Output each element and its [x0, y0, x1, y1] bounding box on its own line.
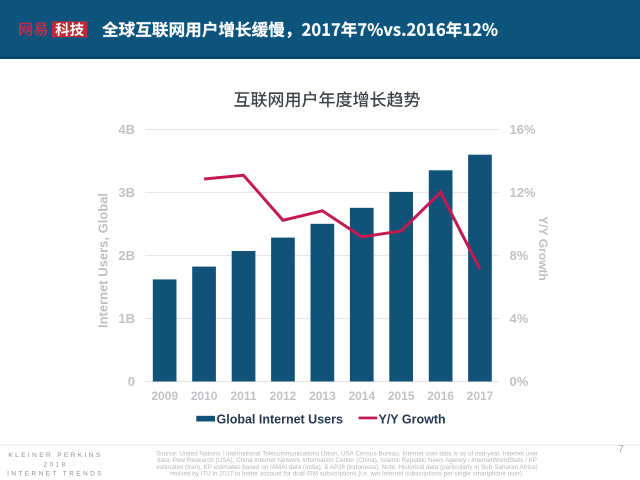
svg-text:KLEINER PERKINS: KLEINER PERKINS	[8, 452, 102, 459]
svg-text:data: Pew Research (USA), Chin: data: Pew Research (USA), China Internet…	[157, 457, 537, 464]
svg-text:4%: 4%	[510, 311, 529, 326]
svg-text:7: 7	[618, 444, 624, 455]
svg-text:Y/Y Growth: Y/Y Growth	[536, 216, 550, 280]
svg-text:2014: 2014	[348, 389, 375, 403]
svg-text:revised by ITU in 2017 to bett: revised by ITU in 2017 to better account…	[170, 470, 524, 477]
svg-text:2009: 2009	[151, 389, 178, 403]
svg-text:1B: 1B	[118, 311, 135, 326]
svg-text:0%: 0%	[510, 374, 529, 389]
svg-text:Internet Users, Global: Internet Users, Global	[96, 193, 111, 328]
svg-text:INTERNET TRENDS: INTERNET TRENDS	[7, 471, 104, 478]
svg-text:2018: 2018	[43, 462, 67, 469]
svg-text:4B: 4B	[118, 122, 135, 137]
svg-text:2015: 2015	[388, 389, 415, 403]
svg-text:2010: 2010	[191, 389, 218, 403]
svg-text:Global Internet Users: Global Internet Users	[217, 412, 343, 426]
svg-text:2013: 2013	[309, 389, 336, 403]
svg-text:2017: 2017	[467, 389, 494, 403]
svg-text:Source: United Nations / Inter: Source: United Nations / International T…	[156, 451, 538, 458]
svg-text:2016: 2016	[427, 389, 454, 403]
svg-text:2012: 2012	[270, 389, 297, 403]
svg-text:2B: 2B	[118, 248, 135, 263]
svg-text:2011: 2011	[230, 389, 256, 403]
svg-text:3B: 3B	[118, 185, 135, 200]
svg-text:0: 0	[128, 374, 135, 389]
svg-text:Y/Y Growth: Y/Y Growth	[379, 412, 446, 426]
svg-text:12%: 12%	[510, 185, 536, 200]
svg-text:estimates (Iran), KP estimates: estimates (Iran), KP estimates based on …	[156, 464, 537, 471]
svg-text:8%: 8%	[510, 248, 529, 263]
svg-text:16%: 16%	[510, 122, 536, 137]
